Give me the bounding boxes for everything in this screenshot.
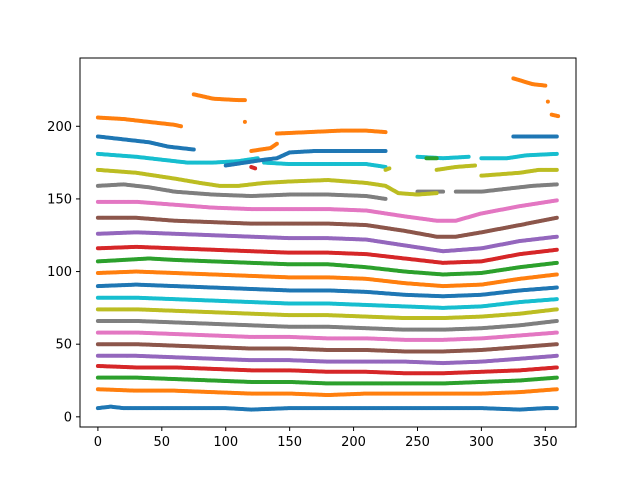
- data-points-layer: [95, 76, 561, 412]
- scatter-point: [554, 375, 559, 380]
- scatter-point: [554, 307, 559, 312]
- scatter-point: [554, 318, 559, 323]
- scatter-point: [554, 330, 559, 335]
- scatter-point: [554, 387, 559, 392]
- scatter-point: [554, 272, 559, 277]
- scatter-point: [554, 285, 559, 290]
- scatter-point: [554, 342, 559, 347]
- scatter-point: [554, 260, 559, 265]
- scatter-point: [554, 353, 559, 358]
- scatter-point: [554, 297, 559, 302]
- scatter-point: [554, 406, 559, 411]
- scatter-point: [554, 365, 559, 370]
